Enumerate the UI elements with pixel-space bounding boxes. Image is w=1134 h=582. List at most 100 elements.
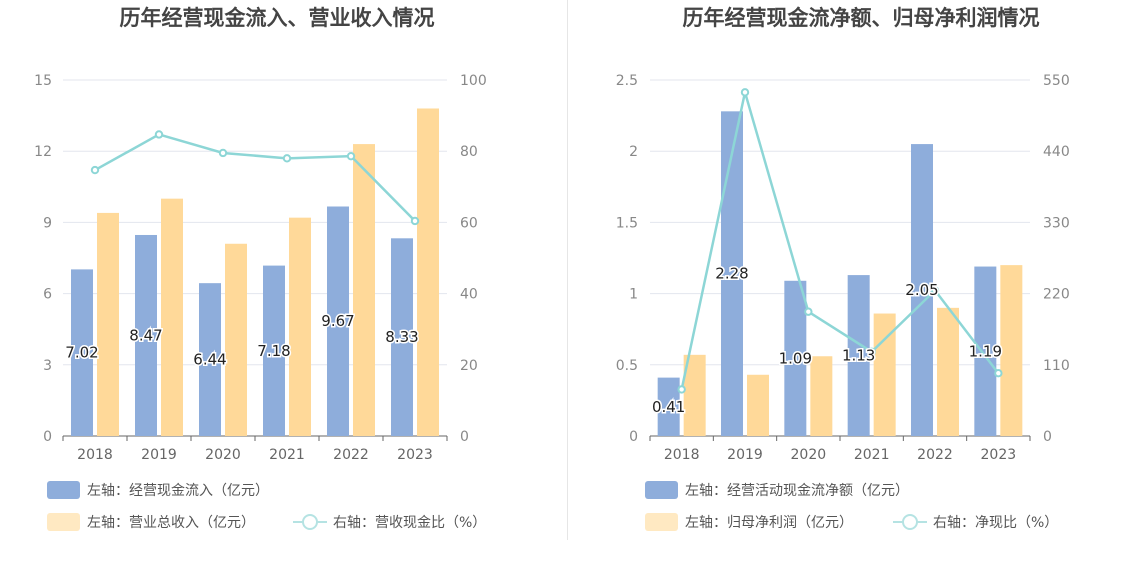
x-axis-tick: 2023 [981, 447, 1017, 463]
right-axis-tick: 0 [1043, 429, 1052, 445]
bar-value-label: 8.33 [385, 328, 418, 346]
chart-panel-netcash-profit: 历年经营现金流净额、归母净利润情况 0 0.5 1 1.5 2 2.5 0 110 220 330 4… [568, 0, 1134, 582]
right-axis-tick: 110 [1043, 358, 1070, 374]
left-axis-tick: 0.5 [616, 358, 638, 374]
bar-value-label: 7.18 [257, 342, 290, 360]
bar-value-label: 2.28 [715, 265, 748, 283]
bar-cashflow-2019 [721, 111, 743, 436]
bar-value-label: 8.47 [129, 326, 162, 344]
chart-netcash-profit: 历年经营现金流净额、归母净利润情况 0 0.5 1 1.5 2 2.5 0 110 220 330 4… [616, 6, 1070, 531]
legend-swatch-revenue [47, 513, 80, 531]
chart-title: 历年经营现金流入、营业收入情况 [120, 6, 435, 30]
bar-value-label: 7.02 [65, 344, 98, 362]
right-axis-tick: 40 [460, 287, 478, 303]
right-axis-tick: 100 [460, 73, 487, 89]
bar-cashflow-2018 [71, 269, 93, 436]
bar-value-label: 1.13 [842, 347, 875, 365]
bar-cashflow-2020 [784, 280, 807, 436]
bar-revenue-2021 [289, 217, 311, 436]
x-axis-tick: 2020 [205, 447, 241, 463]
bar-cashflow-2020 [199, 283, 221, 436]
right-axis-tick: 220 [1043, 287, 1070, 303]
bar-cashflow-2023 [391, 238, 413, 436]
ratio-point-2019 [740, 88, 750, 97]
x-axis-tick: 2018 [77, 447, 113, 463]
x-axis-tick: 2018 [664, 447, 700, 463]
ratio-point-2021 [282, 154, 292, 163]
bar-revenue-2020 [225, 243, 247, 436]
bar-revenue-2018 [683, 354, 706, 436]
right-axis-tick: 0 [460, 429, 469, 445]
bar-revenue-2022 [353, 144, 375, 436]
legend-marker-ratio [302, 514, 318, 530]
right-axis-tick: 80 [460, 144, 478, 160]
x-axis-tick: 2021 [269, 447, 305, 463]
left-axis-tick: 6 [43, 287, 52, 303]
bar-cashflow-2018 [657, 377, 680, 436]
ratio-point-2023 [410, 216, 420, 226]
bar-cashflow-2022 [911, 144, 933, 436]
ratio-point-2019 [154, 130, 164, 139]
bar-value-label: 6.44 [193, 351, 226, 369]
legend-label-ratio: 右轴：净现比（%） [933, 515, 1058, 531]
ratio-line [94, 133, 416, 222]
ratio-point-2023 [994, 369, 1003, 378]
x-axis-tick: 2019 [727, 447, 763, 463]
bar-value-label: 2.05 [905, 281, 938, 299]
bar-revenue-2023 [417, 108, 439, 436]
legend-marker-ratio [902, 514, 918, 530]
left-axis-tick: 0 [629, 429, 638, 445]
bar-cashflow-2019 [135, 234, 157, 436]
ratio-point-2021 [867, 347, 876, 357]
x-axis-tick: 2019 [141, 447, 177, 463]
legend-label-revenue: 左轴：归母净利润（亿元） [685, 514, 853, 531]
legend-swatch-cashflow [47, 481, 80, 499]
bar-value-label: 1.09 [779, 349, 812, 367]
bar-revenue-2019 [161, 198, 183, 436]
right-axis-tick: 20 [460, 358, 478, 374]
x-axis-tick: 2022 [917, 447, 953, 463]
legend-label-revenue: 左轴：营业总收入（亿元） [87, 515, 255, 531]
chart-title: 历年经营现金流净额、归母净利润情况 [683, 6, 1040, 30]
ratio-line [680, 91, 1000, 390]
x-axis-tick: 2023 [397, 447, 433, 463]
left-axis-tick: 2.5 [616, 73, 638, 89]
legend-swatch-cashflow [645, 481, 678, 499]
bar-cashflow-2022 [327, 206, 349, 436]
bar-revenue-2019 [747, 374, 769, 436]
panel-divider [567, 0, 568, 540]
ratio-point-2018 [90, 165, 100, 175]
left-axis-tick: 1.5 [616, 215, 638, 231]
bar-value-label: 9.67 [321, 312, 354, 330]
legend-label-cashflow: 左轴：经营活动现金流净额（亿元） [685, 483, 909, 499]
left-axis-tick: 9 [43, 215, 52, 231]
right-axis-tick: 550 [1043, 73, 1070, 89]
chart-panel-cashflow-revenue: 历年经营现金流入、营业收入情况 0 3 6 9 12 15 0 20 40 60 80 100 2018 2… [34, 6, 487, 531]
legend-swatch-revenue [645, 513, 678, 531]
left-axis-tick: 12 [34, 144, 52, 160]
left-axis-tick: 3 [43, 358, 52, 374]
bar-revenue-2018 [97, 212, 119, 436]
left-axis-tick: 15 [34, 73, 52, 89]
bar-cashflow-2021 [263, 265, 285, 436]
ratio-point-2020 [218, 148, 228, 158]
legend-label-cashflow: 左轴：经营现金流入（亿元） [87, 483, 269, 499]
bar-cashflow-2021 [847, 275, 870, 436]
chart-cashflow-revenue: 历年经营现金流入、营业收入情况 0 3 6 9 12 15 0 20 40 60 80 100 2018 2… [34, 6, 487, 531]
bar-cashflow-2023 [974, 266, 997, 436]
x-axis-tick: 2022 [333, 447, 369, 463]
x-axis-tick: 2021 [854, 447, 890, 463]
ratio-point-2020 [804, 307, 813, 316]
left-axis-tick: 1 [629, 287, 638, 303]
left-axis-tick: 2 [629, 144, 638, 160]
bar-revenue-2022 [937, 307, 959, 436]
ratio-point-2022 [930, 286, 940, 295]
ratio-point-2022 [346, 151, 356, 161]
bar-value-label: 0.41 [652, 398, 685, 416]
right-axis-tick: 60 [460, 215, 478, 231]
bar-value-label: 1.19 [969, 342, 1002, 360]
right-axis-tick: 330 [1043, 215, 1070, 231]
legend-label-ratio: 右轴：营收现金比（%） [333, 515, 486, 531]
bar-revenue-2023 [1000, 265, 1023, 436]
bar-revenue-2020 [810, 356, 833, 436]
